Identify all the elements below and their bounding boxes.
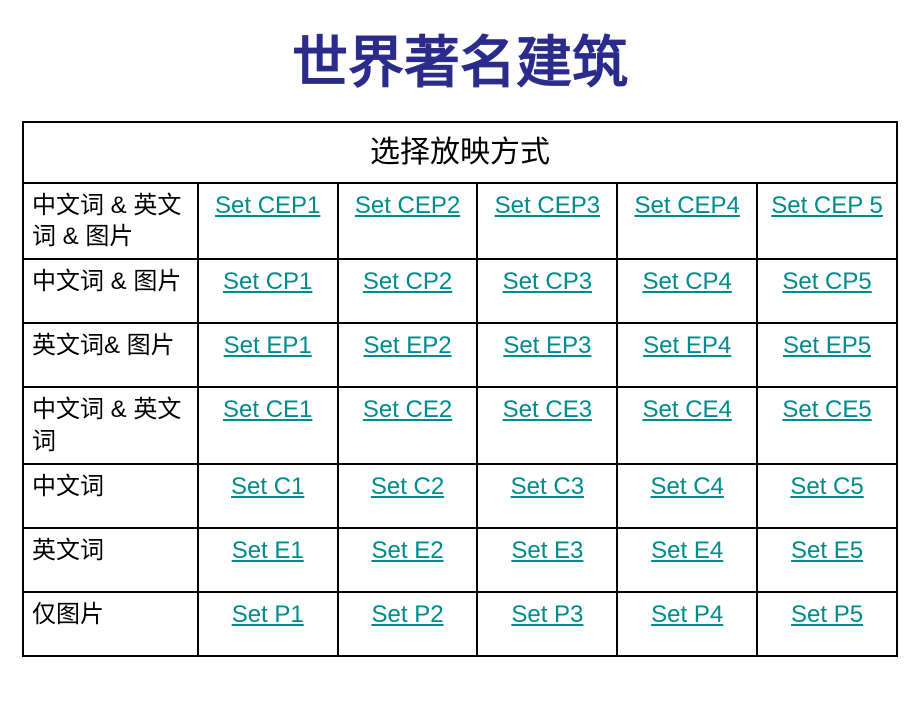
set-link[interactable]: Set CE1 — [223, 396, 312, 423]
link-cell: Set CP1 — [198, 259, 338, 323]
link-cell: Set CE4 — [617, 387, 757, 463]
set-link[interactable]: Set E5 — [791, 537, 863, 564]
link-cell: Set P4 — [617, 592, 757, 656]
link-cell: Set CEP2 — [338, 183, 478, 259]
link-cell: Set CP2 — [338, 259, 478, 323]
row-label: 英文词& 图片 — [23, 323, 198, 387]
set-link[interactable]: Set C2 — [371, 473, 444, 500]
link-cell: Set EP2 — [338, 323, 478, 387]
set-link[interactable]: Set CEP1 — [215, 192, 320, 219]
row-label: 中文词 & 英文词 & 图片 — [23, 183, 198, 259]
table-row: 英文词& 图片 Set EP1 Set EP2 Set EP3 Set EP4 … — [23, 323, 897, 387]
set-link[interactable]: Set CP5 — [782, 268, 871, 295]
link-cell: Set P5 — [757, 592, 897, 656]
slide-page: 世界著名建筑 选择放映方式 中文词 & 英文词 & 图片 Set CEP1 Se… — [0, 18, 920, 708]
set-link[interactable]: Set CE3 — [503, 396, 592, 423]
link-cell: Set CEP1 — [198, 183, 338, 259]
link-cell: Set CP4 — [617, 259, 757, 323]
link-cell: Set EP1 — [198, 323, 338, 387]
table-header-row: 选择放映方式 — [23, 122, 897, 183]
set-link[interactable]: Set CEP3 — [495, 192, 600, 219]
row-label: 中文词 & 英文词 — [23, 387, 198, 463]
set-link[interactable]: Set C5 — [790, 473, 863, 500]
link-cell: Set C1 — [198, 464, 338, 528]
set-link[interactable]: Set E2 — [372, 537, 444, 564]
table-row: 中文词 & 图片 Set CP1 Set CP2 Set CP3 Set CP4… — [23, 259, 897, 323]
link-cell: Set CP5 — [757, 259, 897, 323]
link-cell: Set P1 — [198, 592, 338, 656]
set-link[interactable]: Set CE4 — [643, 396, 732, 423]
table-row: 中文词 & 英文词 & 图片 Set CEP1 Set CEP2 Set CEP… — [23, 183, 897, 259]
set-link[interactable]: Set C3 — [511, 473, 584, 500]
link-cell: Set E1 — [198, 528, 338, 592]
set-link[interactable]: Set CE2 — [363, 396, 452, 423]
set-link[interactable]: Set CEP2 — [355, 192, 460, 219]
set-link[interactable]: Set EP3 — [503, 332, 591, 359]
set-link[interactable]: Set EP4 — [643, 332, 731, 359]
row-label: 中文词 — [23, 464, 198, 528]
link-cell: Set C2 — [338, 464, 478, 528]
set-link[interactable]: Set P1 — [232, 601, 304, 628]
link-cell: Set C5 — [757, 464, 897, 528]
row-label: 仅图片 — [23, 592, 198, 656]
link-cell: Set C3 — [477, 464, 617, 528]
table-row: 英文词 Set E1 Set E2 Set E3 Set E4 Set E5 — [23, 528, 897, 592]
row-label: 英文词 — [23, 528, 198, 592]
table-row: 仅图片 Set P1 Set P2 Set P3 Set P4 Set P5 — [23, 592, 897, 656]
set-link[interactable]: Set C1 — [231, 473, 304, 500]
set-link[interactable]: Set CP1 — [223, 268, 312, 295]
link-cell: Set EP3 — [477, 323, 617, 387]
link-cell: Set E4 — [617, 528, 757, 592]
link-cell: Set E3 — [477, 528, 617, 592]
set-link[interactable]: Set P4 — [651, 601, 723, 628]
set-link[interactable]: Set P3 — [511, 601, 583, 628]
set-link[interactable]: Set E1 — [232, 537, 304, 564]
set-link[interactable]: Set CE5 — [782, 396, 871, 423]
set-link[interactable]: Set EP1 — [224, 332, 312, 359]
link-cell: Set EP5 — [757, 323, 897, 387]
set-link[interactable]: Set CEP 5 — [771, 192, 883, 219]
link-cell: Set CEP 5 — [757, 183, 897, 259]
link-cell: Set CP3 — [477, 259, 617, 323]
set-link[interactable]: Set E3 — [511, 537, 583, 564]
set-link[interactable]: Set E4 — [651, 537, 723, 564]
set-link[interactable]: Set CEP4 — [635, 192, 740, 219]
link-cell: Set CEP4 — [617, 183, 757, 259]
set-link[interactable]: Set CP2 — [363, 268, 452, 295]
link-cell: Set P2 — [338, 592, 478, 656]
set-link[interactable]: Set EP2 — [364, 332, 452, 359]
set-link[interactable]: Set C4 — [651, 473, 724, 500]
table-row: 中文词 Set C1 Set C2 Set C3 Set C4 Set C5 — [23, 464, 897, 528]
link-cell: Set CE2 — [338, 387, 478, 463]
link-cell: Set CE3 — [477, 387, 617, 463]
link-cell: Set C4 — [617, 464, 757, 528]
link-cell: Set E2 — [338, 528, 478, 592]
link-cell: Set CE5 — [757, 387, 897, 463]
link-cell: Set E5 — [757, 528, 897, 592]
link-cell: Set CEP3 — [477, 183, 617, 259]
link-cell: Set CE1 — [198, 387, 338, 463]
table-row: 中文词 & 英文词 Set CE1 Set CE2 Set CE3 Set CE… — [23, 387, 897, 463]
row-label: 中文词 & 图片 — [23, 259, 198, 323]
set-link[interactable]: Set CP4 — [643, 268, 732, 295]
set-link[interactable]: Set P2 — [372, 601, 444, 628]
set-link[interactable]: Set P5 — [791, 601, 863, 628]
table-subheader: 选择放映方式 — [23, 122, 897, 183]
selection-table: 选择放映方式 中文词 & 英文词 & 图片 Set CEP1 Set CEP2 … — [22, 121, 898, 657]
link-cell: Set EP4 — [617, 323, 757, 387]
set-link[interactable]: Set CP3 — [503, 268, 592, 295]
page-title: 世界著名建筑 — [22, 18, 898, 99]
set-link[interactable]: Set EP5 — [783, 332, 871, 359]
link-cell: Set P3 — [477, 592, 617, 656]
